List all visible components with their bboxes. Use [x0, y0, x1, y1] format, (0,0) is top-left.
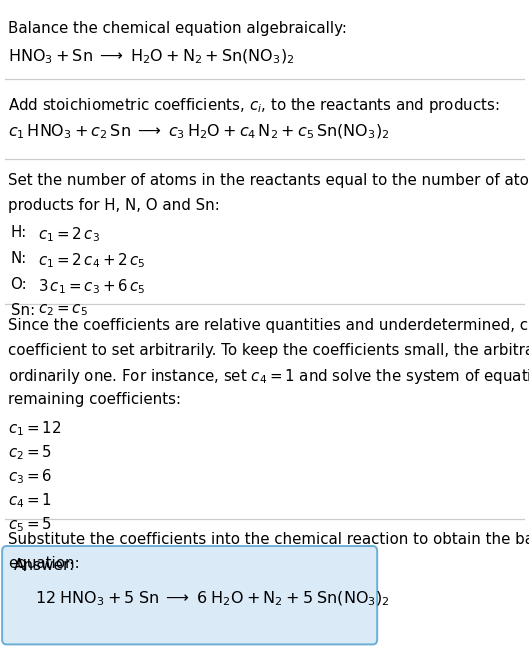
- Text: Substitute the coefficients into the chemical reaction to obtain the balanced: Substitute the coefficients into the che…: [8, 532, 529, 547]
- Text: O:: O:: [11, 277, 27, 292]
- Text: $c_2 = c_5$: $c_2 = c_5$: [38, 303, 88, 318]
- Text: Add stoichiometric coefficients, $c_i$, to the reactants and products:: Add stoichiometric coefficients, $c_i$, …: [8, 96, 500, 115]
- Text: $c_3 = 6$: $c_3 = 6$: [8, 467, 53, 486]
- Text: remaining coefficients:: remaining coefficients:: [8, 392, 181, 407]
- Text: N:: N:: [11, 251, 27, 266]
- Text: $c_2 = 5$: $c_2 = 5$: [8, 443, 52, 462]
- Text: $\mathrm{HNO_3 + Sn \;\longrightarrow\; H_2O + N_2 + Sn(NO_3)_2}$: $\mathrm{HNO_3 + Sn \;\longrightarrow\; …: [8, 48, 295, 66]
- Text: $c_4 = 1$: $c_4 = 1$: [8, 491, 52, 510]
- Text: Answer:: Answer:: [14, 558, 75, 573]
- Text: products for H, N, O and Sn:: products for H, N, O and Sn:: [8, 198, 220, 213]
- Text: ordinarily one. For instance, set $c_4 = 1$ and solve the system of equations fo: ordinarily one. For instance, set $c_4 =…: [8, 367, 529, 386]
- Text: $3\,c_1 = c_3 + 6\,c_5$: $3\,c_1 = c_3 + 6\,c_5$: [38, 277, 145, 296]
- FancyBboxPatch shape: [2, 546, 377, 644]
- Text: $c_1 = 12$: $c_1 = 12$: [8, 419, 62, 438]
- Text: Balance the chemical equation algebraically:: Balance the chemical equation algebraica…: [8, 21, 348, 36]
- Text: $c_1\,\mathrm{HNO_3} + c_2\,\mathrm{Sn} \;\longrightarrow\; c_3\,\mathrm{H_2O} +: $c_1\,\mathrm{HNO_3} + c_2\,\mathrm{Sn} …: [8, 123, 390, 141]
- Text: $c_1 = 2\,c_3$: $c_1 = 2\,c_3$: [38, 225, 100, 244]
- Text: equation:: equation:: [8, 556, 80, 571]
- Text: $c_5 = 5$: $c_5 = 5$: [8, 515, 52, 534]
- Text: H:: H:: [11, 225, 27, 240]
- Text: coefficient to set arbitrarily. To keep the coefficients small, the arbitrary va: coefficient to set arbitrarily. To keep …: [8, 343, 529, 358]
- Text: $c_1 = 2\,c_4 + 2\,c_5$: $c_1 = 2\,c_4 + 2\,c_5$: [38, 251, 145, 270]
- Text: Set the number of atoms in the reactants equal to the number of atoms in the: Set the number of atoms in the reactants…: [8, 173, 529, 188]
- Text: Sn:: Sn:: [11, 303, 35, 318]
- Text: Since the coefficients are relative quantities and underdetermined, choose a: Since the coefficients are relative quan…: [8, 318, 529, 333]
- Text: $\mathrm{12\;HNO_3 + 5\;Sn \;\longrightarrow\; 6\;H_2O + N_2 + 5\;Sn(NO_3)_2}$: $\mathrm{12\;HNO_3 + 5\;Sn \;\longrighta…: [35, 589, 390, 608]
